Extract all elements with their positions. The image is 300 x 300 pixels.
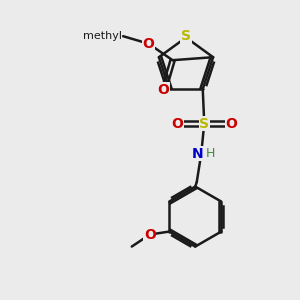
Text: N: N [192,147,203,160]
Text: S: S [181,29,191,43]
Text: S: S [199,117,209,130]
Text: O: O [171,117,183,130]
Text: O: O [144,228,156,242]
Text: H: H [206,147,215,160]
Text: methyl: methyl [115,34,120,35]
Text: O: O [158,83,170,97]
Text: O: O [225,117,237,130]
Text: O: O [143,37,154,51]
Text: methyl: methyl [82,31,122,41]
